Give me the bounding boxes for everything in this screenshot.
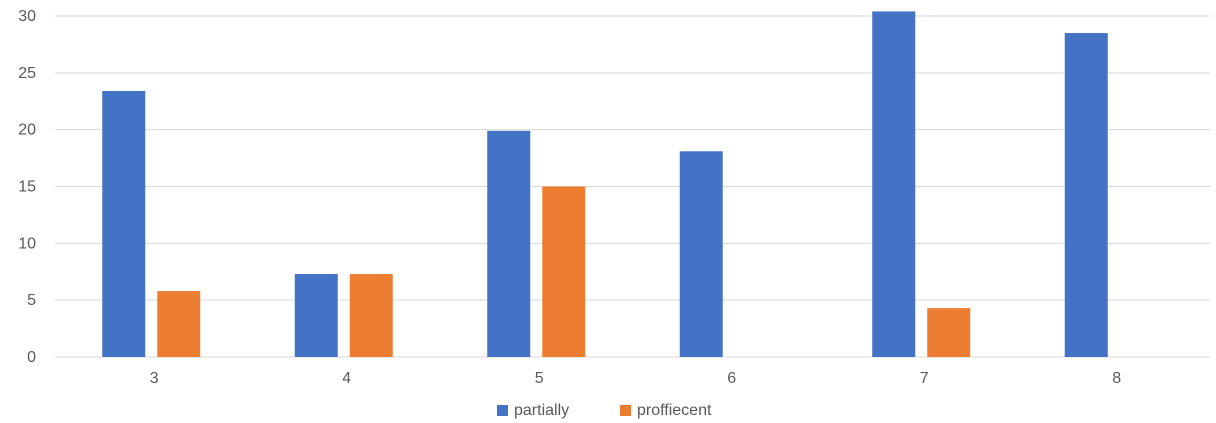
y-tick-label: 30 <box>18 8 36 25</box>
bar-partially-6 <box>679 151 723 357</box>
bar-partially-3 <box>102 91 146 358</box>
legend-label: proffiecent <box>637 402 712 419</box>
legend-item-partially: partially <box>497 402 569 419</box>
y-tick-label: 10 <box>18 235 36 252</box>
y-tick-label: 25 <box>18 65 36 82</box>
bar-partially-7 <box>872 11 916 357</box>
x-tick-label: 8 <box>1112 370 1121 387</box>
x-tick-label: 6 <box>727 370 736 387</box>
bar-partially-4 <box>294 274 338 357</box>
y-tick-label: 15 <box>18 179 36 196</box>
x-tick-label: 7 <box>920 370 929 387</box>
bar-proffiecent-4 <box>349 274 393 357</box>
legend-item-proffiecent: proffiecent <box>620 402 712 419</box>
y-axis-ticks: 0 5 10 15 20 25 30 <box>18 8 36 366</box>
legend-swatch <box>497 405 508 416</box>
bars <box>102 11 1108 358</box>
legend-swatch <box>620 405 631 416</box>
legend: partially proffiecent <box>497 402 712 419</box>
y-tick-label: 0 <box>27 349 36 366</box>
x-tick-label: 4 <box>342 370 351 387</box>
x-tick-label: 5 <box>535 370 544 387</box>
bar-proffiecent-7 <box>927 308 971 357</box>
bar-proffiecent-3 <box>157 291 201 357</box>
bar-partially-8 <box>1064 33 1108 358</box>
y-tick-label: 20 <box>18 122 36 139</box>
bar-proffiecent-5 <box>542 186 586 357</box>
gridlines <box>55 15 1210 358</box>
y-tick-label: 5 <box>27 292 36 309</box>
x-axis-ticks: 3 4 5 6 7 8 <box>150 370 1122 387</box>
x-tick-label: 3 <box>150 370 159 387</box>
bar-partially-5 <box>487 130 531 357</box>
legend-label: partially <box>514 402 569 419</box>
